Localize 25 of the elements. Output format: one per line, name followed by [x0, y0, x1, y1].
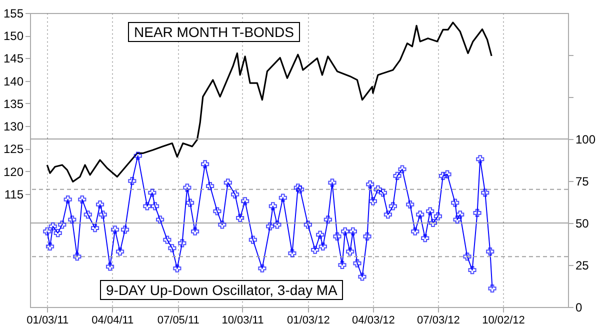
x-tick-label: 04/03/12 [352, 314, 395, 326]
x-tick-label: 07/05/11 [157, 314, 200, 326]
x-tick-label: 07/03/12 [417, 314, 460, 326]
x-tick-label: 10/03/11 [222, 314, 264, 326]
y-tick-label: 135 [3, 96, 24, 111]
x-tick-label: 10/02/12 [482, 314, 525, 326]
y2-tick-label: 50 [576, 216, 590, 230]
y-tick-label: 120 [3, 164, 24, 179]
series-label: 9-DAY Up-Down Oscillator, 3-day MA [100, 280, 344, 300]
x-tick-label: 01/03/11 [26, 314, 69, 326]
y-tick-label: 145 [3, 52, 24, 66]
y2-tick-label: 25 [576, 258, 590, 272]
y-tick-label: 115 [4, 187, 24, 202]
y2-tick-label: 0 [576, 300, 582, 314]
y-tick-label: 130 [3, 120, 24, 134]
y-tick-label: 140 [3, 74, 24, 88]
series-label: NEAR MONTH T-BONDS [128, 22, 300, 42]
y2-tick-label: 75 [576, 174, 590, 188]
y-tick-label: 125 [3, 142, 24, 156]
y-tick-label: 155 [3, 6, 24, 20]
line-series [46, 22, 492, 183]
y2-tick-label: 100 [576, 132, 596, 146]
x-tick-label: 01/03/12 [287, 314, 330, 326]
x-tick-label: 04/04/11 [92, 314, 134, 326]
y-tick-label: 150 [3, 29, 24, 44]
